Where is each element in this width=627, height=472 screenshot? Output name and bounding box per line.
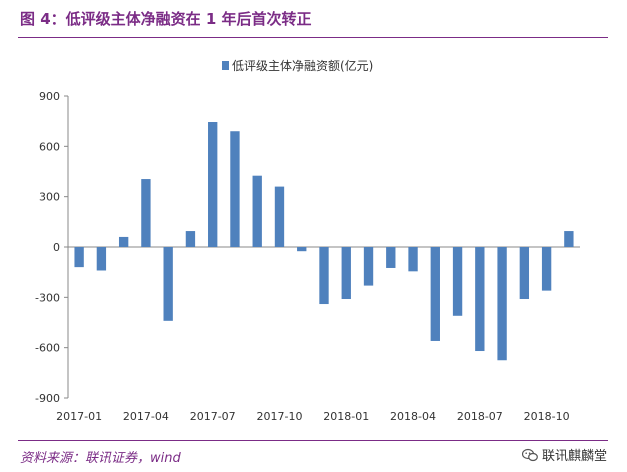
y-tick-label: 300 — [39, 191, 60, 204]
x-tick-label: 2018-07 — [457, 410, 503, 423]
bar-2017-11 — [297, 247, 307, 252]
wechat-icon — [521, 448, 538, 461]
bar-2018-06 — [452, 247, 463, 316]
bar-2018-09 — [519, 247, 530, 300]
source-note: 资料来源：联讯证券，wind — [20, 451, 181, 466]
bar-2017-02 — [96, 247, 107, 271]
legend: 低评级主体净融资额(亿元) — [222, 58, 373, 73]
bar-2018-05 — [430, 247, 440, 341]
y-tick-label: 600 — [39, 140, 60, 153]
x-tick-label: 2017-01 — [56, 410, 102, 423]
bar-2018-02 — [363, 247, 374, 286]
title-divider — [18, 37, 608, 38]
bar-2017-12 — [319, 247, 329, 305]
bar-2018-07 — [475, 247, 485, 352]
y-tick-label: 0 — [53, 241, 60, 254]
bar-2017-01 — [74, 247, 84, 268]
y-tick-label: 900 — [39, 90, 60, 103]
y-ticks: -900 -600 -300 0 300 600 900 — [35, 90, 68, 405]
brand-badge: 联讯麒麟堂 — [521, 445, 607, 464]
x-tick-label: 2017-10 — [256, 410, 302, 423]
x-tick-label: 2018-01 — [323, 410, 369, 423]
y-tick-label: -900 — [35, 392, 60, 405]
bar-2017-04 — [141, 179, 151, 247]
x-tick-label: 2017-07 — [190, 410, 236, 423]
x-tick-label: 2018-04 — [390, 410, 436, 423]
bar-2017-07 — [208, 122, 218, 247]
legend-label: 低评级主体净融资额(亿元) — [232, 58, 373, 73]
bars — [74, 122, 574, 361]
brand-name: 联讯麒麟堂 — [541, 449, 607, 464]
bar-2018-11 — [564, 231, 574, 247]
bar-2018-10 — [541, 247, 552, 291]
x-ticks: 2017-01 2017-04 2017-07 2017-10 2018-01 2018-… — [56, 410, 569, 423]
bar-2017-06 — [185, 231, 196, 247]
x-tick-label: 2018-10 — [524, 410, 570, 423]
bar-2018-08 — [497, 247, 507, 361]
footer-divider — [18, 440, 608, 441]
bar-2017-05 — [163, 247, 173, 321]
bar-2017-09 — [252, 175, 262, 247]
bar-2018-01 — [341, 247, 351, 300]
bar-2017-10 — [274, 186, 285, 247]
figure-title: 图 4：低评级主体净融资在 1 年后首次转正 — [20, 10, 312, 28]
x-tick-label: 2017-04 — [123, 410, 169, 423]
bar-2017-08 — [230, 131, 240, 247]
y-tick-label: -300 — [35, 291, 60, 304]
y-tick-label: -600 — [35, 342, 60, 355]
legend-swatch — [222, 61, 229, 70]
bar-2018-03 — [386, 247, 396, 268]
bar-2018-04 — [408, 247, 418, 272]
bar-2017-03 — [118, 236, 129, 247]
